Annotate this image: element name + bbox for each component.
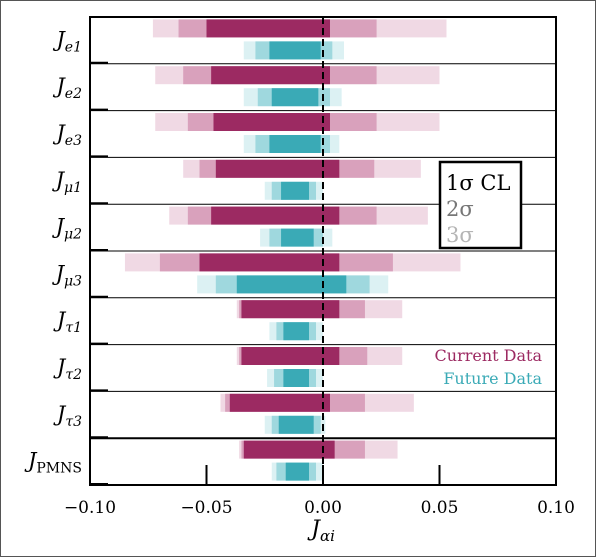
current-bar-s1 bbox=[243, 440, 335, 459]
cl-legend-entry: 1σ CL bbox=[446, 171, 510, 195]
future-bar-s1 bbox=[281, 228, 314, 247]
future-bar-s1 bbox=[283, 322, 310, 341]
future-bar-s1 bbox=[236, 275, 347, 294]
x-tick-label: −0.10 bbox=[64, 498, 116, 518]
future-bar-s1 bbox=[271, 88, 319, 107]
current-bar-s1 bbox=[199, 253, 340, 272]
cl-legend-entry: 2σ bbox=[446, 197, 474, 221]
x-tick-label: 0.10 bbox=[537, 498, 575, 518]
category-label: Jτ3 bbox=[53, 402, 82, 430]
bars-layer bbox=[124, 19, 461, 481]
category-label: Jμ1 bbox=[52, 168, 82, 196]
future-bar-s1 bbox=[283, 369, 310, 387]
current-bar-s1 bbox=[241, 300, 340, 319]
x-axis-label: Jαi bbox=[307, 517, 335, 545]
category-label: Je1 bbox=[52, 27, 82, 55]
category-labels: Je1 Je2 Je3 Jμ1 Jμ2 Jμ3 Jτ1 Jτ2 Jτ3 JPMNS bbox=[24, 27, 82, 476]
current-bar-s1 bbox=[215, 159, 340, 178]
current-bar-s1 bbox=[211, 66, 330, 85]
current-bar-s1 bbox=[229, 393, 330, 412]
future-bar-s1 bbox=[269, 41, 321, 60]
category-label: Jμ3 bbox=[52, 261, 83, 289]
category-label: Jτ1 bbox=[53, 308, 82, 336]
x-tick-label: −0.05 bbox=[180, 498, 232, 518]
data-legend-entry: Current Data bbox=[435, 346, 543, 365]
x-tick-label: 0.00 bbox=[304, 498, 342, 518]
current-bar-s1 bbox=[206, 19, 330, 38]
current-bar-s1 bbox=[211, 206, 340, 225]
x-tick-label: 0.05 bbox=[421, 498, 459, 518]
category-label: JPMNS bbox=[24, 449, 82, 477]
x-axis: −0.10 −0.05 0.00 0.05 0.10 bbox=[64, 465, 575, 518]
category-label: Je3 bbox=[52, 121, 82, 149]
cl-legend-box bbox=[438, 160, 523, 250]
category-label: Je2 bbox=[52, 74, 82, 102]
future-bar-s1 bbox=[281, 181, 310, 200]
current-bar-s1 bbox=[213, 113, 330, 131]
future-bar-s1 bbox=[269, 135, 321, 153]
category-label: Jτ2 bbox=[53, 355, 82, 383]
category-label: Jμ2 bbox=[52, 215, 83, 243]
plot-area-border bbox=[89, 16, 557, 486]
future-bar-s1 bbox=[278, 415, 314, 434]
cl-legend-entry: 3σ bbox=[446, 223, 474, 247]
future-bar-s1 bbox=[285, 462, 310, 481]
data-legend-entry: Future Data bbox=[443, 369, 542, 388]
current-bar-s1 bbox=[241, 347, 340, 365]
